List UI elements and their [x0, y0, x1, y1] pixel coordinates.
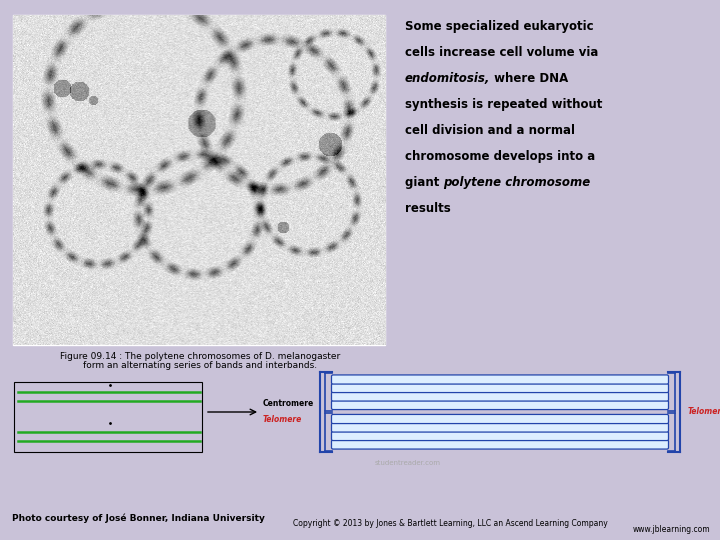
Text: studentreader.com: studentreader.com [374, 460, 441, 465]
FancyBboxPatch shape [331, 392, 668, 401]
Text: polytene chromosome: polytene chromosome [444, 176, 590, 189]
Text: giant: giant [405, 176, 444, 189]
Bar [14, 382, 202, 452]
Text: Figure 09.14 : The polytene chromosomes of D. melanogaster: Figure 09.14 : The polytene chromosomes … [60, 352, 340, 361]
Text: chromosome develops into a: chromosome develops into a [405, 150, 595, 163]
Text: Some specialized eukaryotic: Some specialized eukaryotic [405, 20, 593, 33]
Text: form an alternating series of bands and interbands.: form an alternating series of bands and … [83, 361, 317, 370]
Text: synthesis is repeated without: synthesis is repeated without [405, 98, 603, 111]
Text: Telomere: Telomere [688, 408, 720, 416]
Text: cell division and a normal: cell division and a normal [405, 124, 575, 137]
FancyBboxPatch shape [331, 431, 668, 441]
Bar [13, 15, 385, 345]
FancyBboxPatch shape [331, 401, 668, 409]
FancyBboxPatch shape [331, 440, 668, 449]
Text: endomitosis,: endomitosis, [405, 72, 490, 85]
FancyBboxPatch shape [331, 383, 668, 393]
Text: results: results [405, 202, 451, 215]
Text: Telomere: Telomere [263, 415, 302, 424]
FancyBboxPatch shape [331, 375, 668, 384]
Text: where DNA: where DNA [490, 72, 569, 85]
Text: Photo courtesy of José Bonner, Indiana University: Photo courtesy of José Bonner, Indiana U… [12, 513, 265, 523]
Text: cells increase cell volume via: cells increase cell volume via [405, 46, 598, 59]
FancyBboxPatch shape [331, 423, 668, 432]
Text: Centromere: Centromere [263, 399, 314, 408]
Text: Copyright © 2013 by Jones & Bartlett Learning, LLC an Ascend Learning Company: Copyright © 2013 by Jones & Bartlett Lea… [292, 519, 608, 529]
FancyBboxPatch shape [331, 414, 668, 423]
Text: www.jblearning.com: www.jblearning.com [632, 525, 710, 535]
